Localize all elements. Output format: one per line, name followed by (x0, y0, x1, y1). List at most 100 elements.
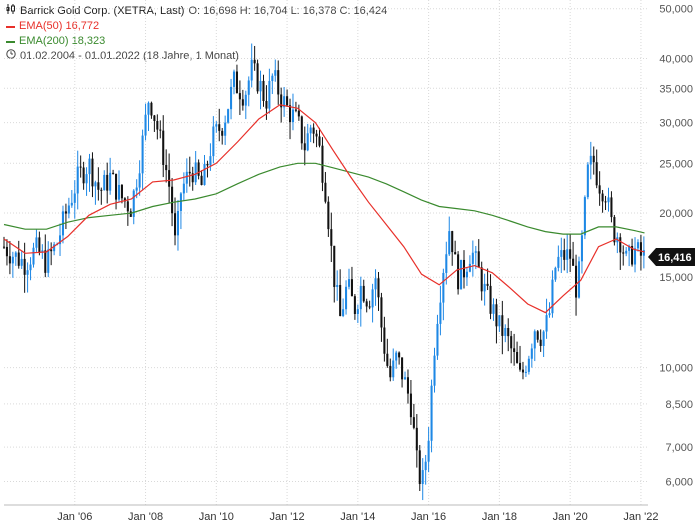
candle-body (586, 164, 589, 198)
candle-body (206, 163, 209, 166)
candle-body (633, 248, 637, 265)
x-tick-label: Jan '12 (270, 511, 305, 523)
last-price-marker (648, 247, 695, 266)
candle-body (563, 250, 566, 260)
candle-body (185, 171, 188, 184)
candle-body (191, 173, 194, 183)
candle-body (221, 130, 224, 136)
candle-body (188, 171, 191, 174)
candle-body (583, 197, 586, 236)
candle-body (433, 355, 436, 386)
candle-body (495, 304, 498, 327)
candle-body (268, 81, 271, 109)
candle-body (415, 427, 418, 451)
x-tick-label: Jan '16 (411, 511, 446, 523)
candle-body (47, 249, 50, 273)
candle-body (427, 440, 430, 462)
candle-body (262, 80, 265, 101)
candle-body (138, 173, 141, 188)
candle-body (179, 193, 182, 212)
candle-body (41, 250, 44, 253)
candle-body (371, 289, 374, 308)
candle-body (474, 251, 477, 253)
last-price-label: 16,416 (658, 252, 692, 264)
candle-body (389, 365, 392, 378)
candle-body (386, 353, 389, 366)
candle-body (501, 315, 504, 336)
candle-body (365, 301, 368, 307)
ohlc-readout: O: 16,698 H: 16,704 L: 16,378 C: 16,424 (188, 5, 388, 17)
candle-body (362, 285, 365, 302)
candle-body (23, 258, 26, 275)
candle-body (280, 94, 283, 108)
candle-body (123, 198, 126, 202)
candle-body (259, 80, 262, 92)
candle-body (530, 348, 533, 359)
candle-body (103, 174, 106, 191)
candle-body (294, 109, 297, 111)
candle-body (524, 371, 527, 373)
candle-body (639, 242, 642, 256)
ema50-line (3, 104, 645, 314)
candle-body (100, 189, 103, 191)
candle-body (232, 71, 236, 87)
candle-body (636, 242, 640, 249)
candle-body (359, 285, 362, 310)
candle-body (97, 182, 100, 190)
candle-body (85, 174, 88, 184)
candle-body (274, 70, 277, 76)
candle-body (368, 306, 371, 308)
candle-body (32, 247, 35, 265)
candle-body (468, 263, 471, 272)
candle-body (631, 246, 634, 265)
candle-body (604, 201, 607, 203)
candle-body (406, 377, 410, 394)
candle-body (20, 258, 23, 266)
candle-body (622, 252, 625, 254)
candle-body (510, 336, 513, 349)
candle-body (551, 279, 554, 314)
candle-body (38, 237, 41, 253)
candle-body (2, 246, 6, 248)
candle-body (492, 304, 495, 314)
candle-body (498, 315, 501, 327)
candle-body (212, 126, 215, 157)
candle-body (283, 96, 286, 108)
candle-body (628, 246, 631, 251)
candle-body (288, 105, 292, 123)
candle-body (421, 470, 424, 485)
y-tick-label: 40,000 (659, 54, 693, 66)
candle-body (350, 279, 353, 297)
x-tick-label: Jan '20 (553, 511, 588, 523)
candle-body (401, 357, 404, 380)
candle-body (566, 249, 569, 260)
candle-body (480, 267, 483, 292)
legend-title-row: Barrick Gold Corp. (XETRA, Last) O: 16,6… (6, 4, 387, 19)
candle-body (465, 271, 468, 278)
candle-body (395, 352, 398, 361)
candle-body (176, 211, 180, 236)
candle-body (457, 254, 460, 290)
candle-body (29, 264, 32, 271)
candle-body (533, 331, 536, 349)
y-tick-label: 6,000 (665, 477, 693, 489)
candle-body (489, 285, 492, 314)
candle-body (513, 348, 516, 352)
x-tick-label: Jan '22 (623, 511, 658, 523)
candle-body (625, 250, 628, 254)
candle-body (117, 184, 121, 200)
candle-body (516, 351, 519, 363)
candle-body (58, 235, 62, 245)
candle-body (454, 252, 457, 255)
candle-body (115, 173, 118, 200)
candle-body (306, 133, 309, 151)
candle-body (159, 129, 162, 131)
ema200-line (3, 162, 645, 235)
candle-body (409, 393, 412, 418)
candle-body (536, 331, 539, 340)
candle-body (230, 86, 233, 110)
candle-body (542, 331, 545, 346)
candle-body (5, 246, 8, 257)
candle-body (460, 259, 463, 290)
